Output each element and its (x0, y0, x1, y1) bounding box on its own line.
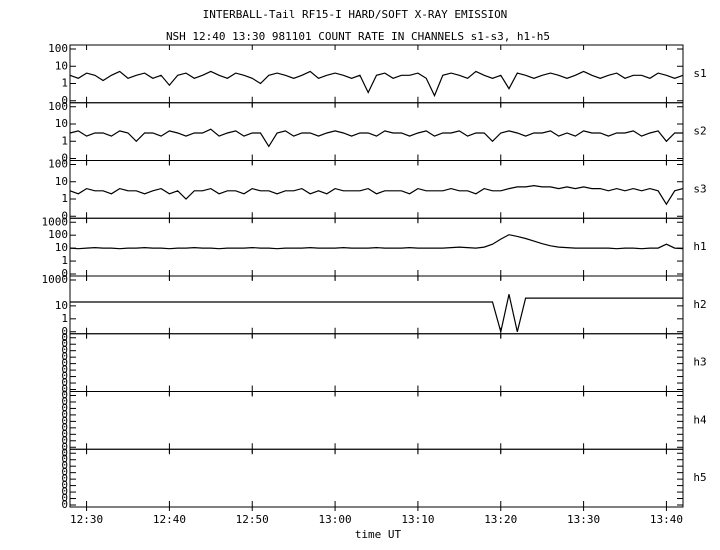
series-label: s1 (693, 67, 706, 80)
y-tick-label: 0 (61, 350, 68, 363)
y-tick-label: 0 (61, 434, 68, 447)
x-tick-label: 13:10 (401, 513, 434, 526)
series-line (69, 234, 684, 250)
y-tick-label: 1 (61, 312, 68, 325)
y-tick-label: 100 (48, 158, 68, 171)
series-line (69, 128, 683, 148)
series-label: h4 (693, 413, 707, 426)
y-tick-label: 0 (61, 421, 68, 434)
y-tick-label: 0 (61, 408, 68, 421)
chart-title: INTERBALL-Tail RF15-I HARD/SOFT X-RAY EM… (203, 8, 508, 21)
x-tick-label: 12:30 (70, 513, 103, 526)
series-label: s2 (693, 125, 706, 138)
y-tick-label: 0 (61, 94, 68, 107)
y-tick-label: 0 (61, 370, 68, 383)
panel-frame (69, 391, 684, 450)
y-tick-label: 0 (61, 485, 68, 498)
y-tick-label: 1 (61, 254, 68, 267)
y-tick-label: 1 (61, 77, 68, 90)
y-tick-label: 1 (61, 134, 68, 147)
chart-subtitle: NSH 12:40 13:30 981101 COUNT RATE IN CHA… (166, 30, 550, 43)
y-tick-label: 0 (61, 337, 68, 350)
y-tick-label: 0 (61, 363, 68, 376)
y-tick-label: 100 (48, 228, 68, 241)
y-tick-label: 100 (48, 42, 68, 55)
panel-frame (69, 102, 684, 161)
y-tick-label: 10 (55, 299, 68, 312)
y-tick-label: 0 (61, 427, 68, 440)
series-label: h2 (693, 298, 706, 311)
series-line (69, 70, 684, 98)
y-tick-label: 0 (61, 383, 68, 396)
y-tick-label: 0 (61, 414, 68, 427)
y-tick-label: 0 (61, 440, 68, 453)
panel-frame (69, 44, 684, 104)
x-tick-label: 13:40 (650, 513, 683, 526)
y-tick-label: 0 (61, 472, 68, 485)
series-label: h3 (693, 356, 706, 369)
panel-frame (69, 275, 684, 335)
x-tick-label: 12:40 (153, 513, 186, 526)
y-tick-label: 100 (48, 100, 68, 113)
y-tick-label: 0 (61, 209, 68, 222)
x-tick-label: 13:30 (567, 513, 600, 526)
y-tick-label: 0 (61, 389, 68, 402)
x-axis-label: time UT (355, 528, 402, 541)
panel-frame (69, 333, 684, 392)
series-line (69, 184, 684, 206)
y-tick-label: 0 (61, 395, 68, 408)
y-tick-label: 0 (61, 459, 68, 472)
series-line (70, 294, 683, 332)
y-tick-label: 0 (61, 357, 68, 370)
y-tick-label: 1000 (42, 273, 69, 286)
y-tick-label: 0 (61, 401, 68, 414)
series-label: h1 (693, 240, 706, 253)
y-tick-label: 0 (61, 267, 68, 280)
x-tick-label: 13:00 (319, 513, 352, 526)
y-tick-label: 0 (61, 446, 68, 459)
series-label: h5 (693, 471, 706, 484)
y-tick-label: 10 (55, 59, 68, 72)
y-tick-label: 1 (61, 192, 68, 205)
y-tick-label: 0 (61, 344, 68, 357)
y-tick-label: 1000 (42, 215, 69, 228)
y-tick-label: 10 (55, 241, 68, 254)
y-tick-label: 0 (61, 453, 68, 466)
y-tick-label: 0 (61, 331, 68, 344)
y-tick-label: 0 (61, 492, 68, 505)
y-tick-label: 0 (61, 466, 68, 479)
panel-frame (69, 448, 684, 508)
series-label: s3 (693, 182, 706, 195)
x-tick-label: 13:20 (484, 513, 517, 526)
y-tick-label: 0 (61, 498, 68, 511)
y-tick-label: 0 (61, 479, 68, 492)
y-tick-label: 0 (61, 376, 68, 389)
y-tick-label: 0 (61, 152, 68, 165)
y-tick-label: 0 (61, 325, 68, 338)
y-tick-label: 10 (55, 175, 68, 188)
y-tick-label: 10 (55, 117, 68, 130)
x-tick-label: 12:50 (236, 513, 269, 526)
